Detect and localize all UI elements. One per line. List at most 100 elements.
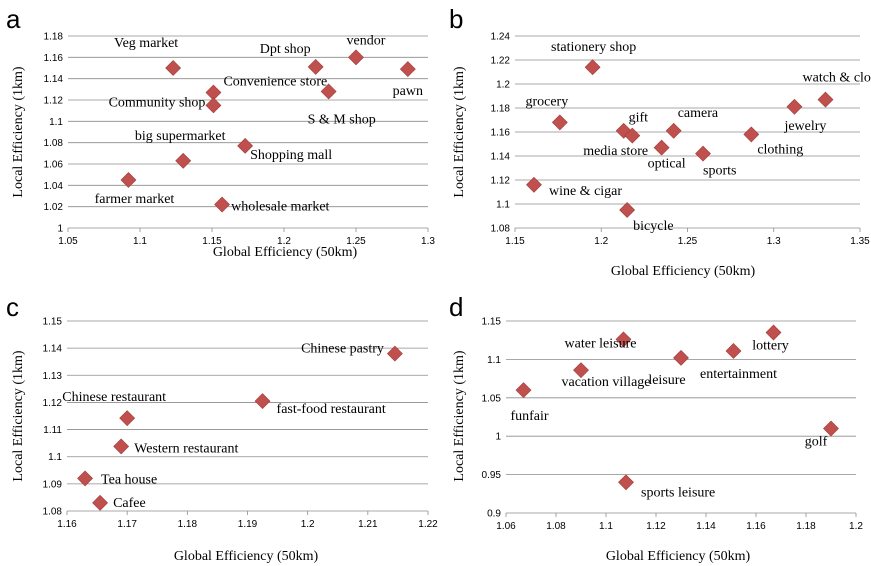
x-tick-label: 1.3 xyxy=(767,236,781,247)
data-point-marker xyxy=(348,49,364,66)
data-point-marker xyxy=(92,494,109,511)
y-axis-title: Local Efficiency (1km) xyxy=(452,66,467,197)
y-tick-label: 1.09 xyxy=(43,479,63,490)
data-point-label: Veg market xyxy=(114,36,178,51)
data-point-marker xyxy=(214,196,231,213)
data-point-marker xyxy=(515,382,532,399)
y-tick-label: 1.16 xyxy=(44,53,64,64)
data-point-marker xyxy=(673,349,689,366)
data-point-label: Western restaurant xyxy=(134,441,238,456)
y-tick-label: 1.15 xyxy=(43,317,63,328)
data-point-marker xyxy=(551,114,568,131)
data-point-marker xyxy=(653,139,670,156)
panel-a: a 1 1.02 1.04 1.06 1.08 1.1 1.12 1.14 1.16 1.18 1.0… xyxy=(6,4,435,260)
data-point-label: camera xyxy=(678,106,719,121)
x-tick-label: 1.19 xyxy=(238,519,258,530)
y-axis-title: Local Efficiency (1km) xyxy=(11,350,26,481)
x-tick-label: 1.22 xyxy=(418,519,438,530)
data-point-marker xyxy=(665,122,682,139)
y-axis-title: Local Efficiency (1km) xyxy=(11,66,26,197)
data-point-marker xyxy=(624,127,641,144)
data-point-label: vendor xyxy=(347,33,386,48)
data-point-label: Shopping mall xyxy=(250,148,332,163)
data-point-marker xyxy=(823,420,839,437)
y-tick-label: 1.18 xyxy=(491,104,511,115)
data-point-label: jewelry xyxy=(783,119,826,134)
data-point-marker xyxy=(165,60,182,76)
data-point-marker xyxy=(725,343,742,359)
x-tick-label: 1.35 xyxy=(850,236,870,247)
data-point-label: gift xyxy=(629,111,649,126)
x-tick-label: 1.21 xyxy=(358,519,378,530)
data-point-label: Chinese restaurant xyxy=(62,390,166,405)
x-tick-label: 1.2 xyxy=(849,521,863,532)
data-point-label: watch & clock xyxy=(803,71,871,86)
data-point-label: entertainment xyxy=(700,367,777,382)
data-point-marker xyxy=(765,324,782,341)
data-point-label: media store xyxy=(583,144,648,159)
x-tick-label: 1.25 xyxy=(678,236,698,247)
x-axis-title: Global Efficiency (50km) xyxy=(611,264,756,279)
y-tick-label: 1.1 xyxy=(487,355,501,366)
y-tick-label: 1.04 xyxy=(44,181,64,192)
data-point-marker xyxy=(615,331,632,348)
y-tick-label: 1.02 xyxy=(44,202,64,213)
y-tick-label: 1.13 xyxy=(43,371,63,382)
data-point-marker xyxy=(386,345,403,362)
data-point-label: funfair xyxy=(510,409,548,424)
y-tick-label: 1.1 xyxy=(48,452,62,463)
y-tick-label: 1.08 xyxy=(44,138,64,149)
x-tick-label: 1.25 xyxy=(346,236,366,247)
data-point-marker xyxy=(817,91,834,108)
x-tick-label: 1.18 xyxy=(178,519,198,530)
x-tick-label: 1.2 xyxy=(301,519,315,530)
x-tick-label: 1.3 xyxy=(421,236,435,247)
x-tick-label: 1.2 xyxy=(594,236,608,247)
y-tick-label: 1.12 xyxy=(44,96,64,107)
data-point-label: Dpt shop xyxy=(260,42,311,57)
data-point-label: Convenience store xyxy=(223,75,327,90)
y-tick-label: 1.22 xyxy=(491,56,511,67)
data-point-label: farmer market xyxy=(95,192,175,207)
y-tick-label: 1.14 xyxy=(491,152,511,163)
data-point-marker xyxy=(254,393,271,409)
data-point-marker xyxy=(399,61,416,77)
x-tick-label: 1.05 xyxy=(58,236,78,247)
y-tick-label: 1 xyxy=(57,224,63,235)
y-tick-label: 1.18 xyxy=(44,32,64,43)
data-point-marker xyxy=(77,470,93,487)
y-axis-title: Local Efficiency (1km) xyxy=(452,350,467,481)
data-point-marker xyxy=(584,59,601,76)
x-tick-label: 1.15 xyxy=(202,236,222,247)
data-point-label: clothing xyxy=(757,142,803,157)
y-tick-label: 1.12 xyxy=(491,176,511,187)
y-tick-label: 1.15 xyxy=(482,317,502,328)
data-point-label: Tea house xyxy=(101,472,157,487)
x-tick-label: 1.12 xyxy=(646,521,666,532)
y-tick-label: 1.14 xyxy=(43,344,63,355)
x-tick-label: 1.1 xyxy=(599,521,613,532)
x-tick-label: 1.15 xyxy=(505,236,525,247)
panel-letter: b xyxy=(449,4,463,34)
data-point-label: lottery xyxy=(752,339,789,354)
panel-letter: d xyxy=(449,292,463,322)
y-tick-label: 1.24 xyxy=(491,32,511,43)
data-point-label: sports leisure xyxy=(641,485,715,500)
data-point-marker xyxy=(120,172,137,188)
y-tick-label: 1.1 xyxy=(496,200,510,211)
panel-c: c 1.08 1.09 1.1 1.11 1.12 1.13 1.14 1.15 1.16 1.17… xyxy=(6,292,438,564)
data-point-label: big supermarket xyxy=(135,129,226,144)
data-point-label: S & M shop xyxy=(308,112,376,127)
data-point-label: Community shop xyxy=(109,95,206,110)
data-point-label: wine & cigar xyxy=(549,184,622,199)
data-point-label: grocery xyxy=(525,94,568,109)
data-point-marker xyxy=(237,137,254,154)
panel-d: d 0.9 0.95 1 1.05 1.1 1.15 1.06 1.08 1.1 1.12 1.14 1… xyxy=(449,292,863,564)
data-point-marker xyxy=(113,438,130,455)
data-point-marker xyxy=(695,145,711,162)
y-tick-label: 0.9 xyxy=(487,509,501,520)
x-tick-label: 1.2 xyxy=(277,236,291,247)
y-tick-label: 1.08 xyxy=(491,224,511,235)
data-point-marker xyxy=(307,59,324,75)
y-tick-label: 1.16 xyxy=(491,128,511,139)
